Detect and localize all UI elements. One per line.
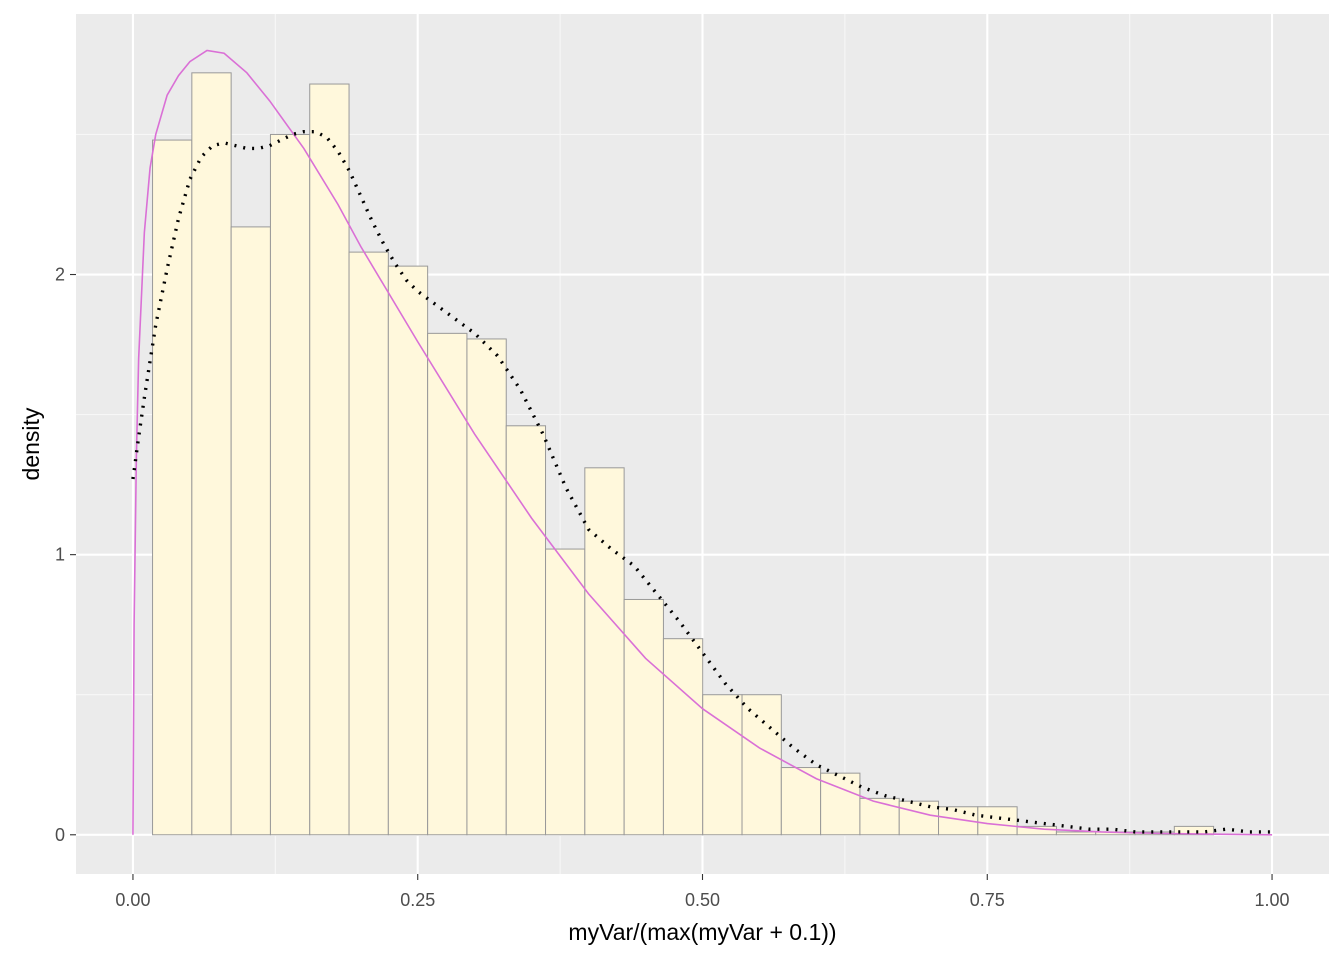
y-tick-label: 1: [55, 545, 65, 565]
histogram-bar: [269, 133, 311, 836]
x-tick-label: 0.75: [970, 890, 1005, 910]
histogram-bar: [309, 83, 350, 836]
histogram-bar: [977, 806, 1018, 836]
histogram-bar: [662, 638, 704, 836]
histogram-bar: [348, 251, 389, 836]
histogram-bars: [152, 72, 1215, 836]
y-tick-label: 2: [55, 265, 65, 285]
histogram-bar: [427, 332, 468, 836]
histogram-bar: [230, 226, 271, 836]
histogram-bar: [584, 467, 625, 836]
histogram-bar: [191, 72, 232, 836]
y-tick-label: 0: [55, 825, 65, 845]
x-tick-label: 1.00: [1255, 890, 1290, 910]
histogram-bar: [1173, 825, 1215, 836]
histogram-bar: [1055, 831, 1097, 836]
x-axis-title: myVar/(max(myVar + 0.1)): [568, 919, 836, 945]
theoretical-density-curve: [132, 49, 1273, 836]
histogram-bar: [702, 694, 743, 836]
y-axis-title: density: [18, 407, 44, 480]
x-tick-label: 0.50: [685, 890, 720, 910]
histogram-bar: [741, 694, 782, 836]
histogram-bar: [545, 548, 586, 836]
histogram-bar: [505, 425, 547, 836]
histogram-bar: [898, 800, 940, 836]
histogram-bar: [466, 338, 507, 836]
x-tick-label: 0.25: [400, 890, 435, 910]
histogram-bar: [387, 265, 429, 836]
x-axis: 0.00 0.25 0.50 0.75 1.00: [115, 874, 1290, 910]
y-axis: 0 1 2: [55, 265, 76, 845]
histogram-bar: [623, 598, 664, 836]
histogram-bar: [859, 797, 900, 836]
x-tick-label: 0.00: [115, 890, 150, 910]
histogram-bar: [780, 767, 822, 836]
histogram-bar: [152, 139, 193, 836]
